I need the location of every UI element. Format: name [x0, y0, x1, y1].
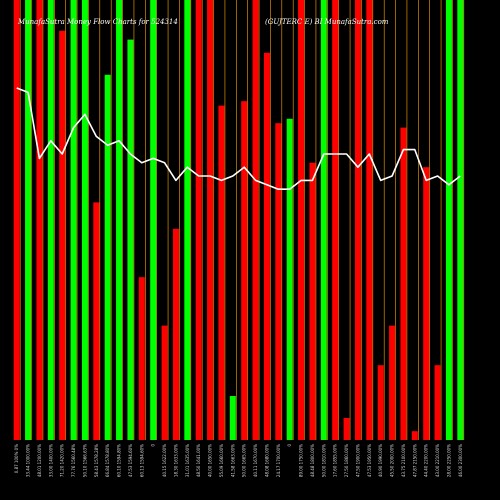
gridlines	[19, 0, 465, 440]
bar-down	[400, 127, 407, 440]
bar-down	[309, 162, 316, 441]
bar-down	[172, 228, 179, 440]
bar-down	[263, 52, 270, 441]
bar-down	[241, 101, 248, 440]
x-tick-label: 48.01 1200.00%	[37, 444, 42, 477]
bar-down	[354, 0, 361, 440]
bar-up	[127, 39, 134, 440]
bar-up	[457, 0, 464, 440]
x-tick-label: 41.58 1663.00%	[230, 444, 235, 477]
bar-up	[25, 0, 32, 440]
bar-down	[332, 0, 339, 440]
bar-up	[81, 0, 88, 440]
x-tick-label: 33.00 1400.00%	[48, 444, 53, 477]
x-tick-label: 47.53 1950.00%	[367, 444, 372, 477]
money-flow-line	[16, 87, 461, 190]
x-tick-label: 47.53 1594.60%	[128, 444, 133, 477]
x-tick-label: 43.75 2100.00%	[401, 444, 406, 477]
x-tick-label: 17.60 1855.00%	[333, 444, 338, 477]
bar-up	[116, 0, 123, 440]
bar-up	[184, 0, 191, 440]
bar-down	[434, 365, 441, 440]
bar-down	[59, 30, 66, 441]
bar-up	[320, 0, 327, 440]
x-tick-label: 48.08 1680.00%	[264, 444, 269, 477]
bar-up	[104, 74, 111, 441]
x-tick-label: 31.01 1635.00%	[185, 444, 190, 477]
x-tick-labels: 0.87 100% 0% 33.44 1000.00% 48.01 1200.00%…	[14, 444, 463, 478]
x-tick-label: 24.17 1700.00%	[276, 444, 281, 477]
bar-down	[366, 0, 373, 440]
bar-down	[218, 105, 225, 440]
x-tick-label: 89.00 1750.00%	[299, 444, 304, 477]
bar-down	[411, 431, 418, 440]
x-tick-label: 48.48 1800.00%	[310, 444, 315, 477]
bar-down	[36, 0, 43, 440]
bar-down	[161, 325, 168, 440]
x-tick-label: 71.20 1420.00%	[60, 444, 65, 477]
x-tick-label: 46.00 2300.00%	[458, 444, 463, 477]
x-tick-label: 18.30 1633.00%	[173, 444, 178, 477]
x-tick-label: 0	[151, 444, 156, 447]
bar-down	[13, 0, 20, 440]
x-tick-label: 55.09 1660.00%	[219, 444, 224, 477]
bar-down	[298, 0, 305, 440]
x-tick-label: 77.76 1560.48%	[71, 444, 76, 477]
x-tick-label: 60.10 1594.80%	[117, 444, 122, 477]
x-tick-label: 50.10 1566.63%	[82, 444, 87, 477]
x-tick-label: 58.43 1578.28%	[94, 444, 99, 477]
bar-up	[445, 0, 452, 440]
bar-up	[286, 118, 293, 441]
x-tick-label: 44.40 2200.00%	[424, 444, 429, 477]
x-tick-label: 0	[287, 444, 292, 447]
bar-down	[195, 0, 202, 440]
x-tick-label: 0.87 100% 0%	[14, 444, 19, 473]
bar-up	[150, 0, 157, 440]
chart-title-right: (GUJTERC E) BI MunafaSutra.com	[265, 18, 389, 26]
bar-up	[47, 0, 54, 440]
bar-up	[229, 396, 236, 440]
x-tick-label: 40.90 1990.00%	[378, 444, 383, 477]
bar-up	[70, 0, 77, 440]
x-tick-label: 40.15 1622.00%	[162, 444, 167, 477]
bar-down	[93, 202, 100, 440]
chart-title-left: MunafaSutra Money Flow Charts for 524314	[17, 18, 178, 26]
x-tick-label: 48.50 1641.00%	[196, 444, 201, 477]
x-tick-label: 60.13 1594.60%	[139, 444, 144, 477]
x-tick-label: 50.00 1810.00%	[321, 444, 326, 477]
x-tick-label: 28.00 2250.00%	[446, 444, 451, 477]
bar-down	[275, 123, 282, 440]
x-tick-label: 40.00 1650.00%	[208, 444, 213, 477]
x-tick-label: 33.44 1000.00%	[26, 444, 31, 477]
x-tick-label: 43.00 2210.00%	[435, 444, 440, 477]
x-tick-label: 45.50 2000.00%	[390, 444, 395, 477]
bar-down	[377, 365, 384, 440]
x-tick-label: 50.00 1665.00%	[242, 444, 247, 477]
x-tick-label: 47.50 1900.00%	[355, 444, 360, 477]
bars	[13, 0, 464, 441]
x-tick-label: 40.11 1670.00%	[253, 444, 258, 477]
bar-down	[423, 167, 430, 440]
x-tick-label: 47.87 2150.00%	[412, 444, 417, 477]
bar-down	[389, 325, 396, 440]
x-tick-label: 27.50 1860.00%	[344, 444, 349, 477]
bar-down	[343, 418, 350, 440]
bar-down	[138, 277, 145, 440]
bar-down	[207, 0, 214, 440]
bar-down	[252, 0, 259, 440]
x-tick-label: 66.84 1578.80%	[105, 444, 110, 477]
